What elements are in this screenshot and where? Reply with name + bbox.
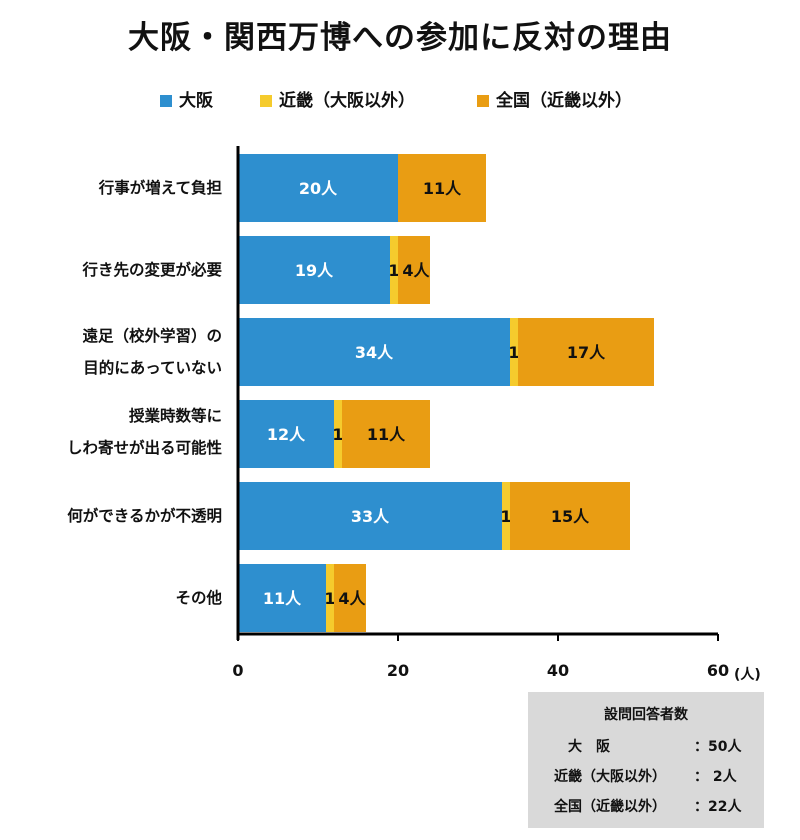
- respondents-row-value: ： 2人: [694, 769, 737, 785]
- data-label-osaka: 33人: [351, 507, 390, 526]
- x-tick-label: 60: [707, 661, 729, 680]
- bar-national: [398, 236, 430, 304]
- data-label-national: 4人: [338, 589, 366, 608]
- bar-osaka: [238, 564, 326, 632]
- data-label-national: 4人: [402, 261, 430, 280]
- legend-swatch-kinki: [260, 95, 272, 107]
- bar-osaka: [238, 482, 502, 550]
- category-label: その他: [175, 589, 222, 607]
- data-label-osaka: 12人: [267, 425, 306, 444]
- legend-swatch-osaka: [160, 95, 172, 107]
- bar-kinki: [502, 482, 510, 550]
- x-axis-unit: (人): [734, 666, 761, 683]
- bar-kinki: [390, 236, 398, 304]
- respondents-row-label: 近畿（大阪以外）: [554, 769, 666, 785]
- category-label: 何ができるかが不透明: [67, 507, 222, 525]
- bar-osaka: [238, 236, 390, 304]
- bar-kinki: [334, 400, 342, 468]
- respondents-box: 設問回答者数 大 阪 ：50人 近畿（大阪以外） ： 2人 全国（近畿以外） ：…: [528, 692, 764, 828]
- x-tick-label: 0: [232, 661, 243, 680]
- legend-label-national: 全国（近畿以外）: [496, 91, 632, 111]
- data-label-kinki: 1: [324, 589, 335, 608]
- respondents-row-label: 大 阪: [568, 739, 610, 755]
- data-label-national: 11人: [367, 425, 406, 444]
- category-label: 行き先の変更が必要: [82, 261, 222, 279]
- bar-osaka: [238, 400, 334, 468]
- bar-kinki: [510, 318, 518, 386]
- legend-label-osaka: 大阪: [179, 91, 213, 111]
- data-label-kinki: 1: [388, 261, 399, 280]
- data-label-national: 15人: [551, 507, 590, 526]
- bar-national: [518, 318, 654, 386]
- bar-national: [342, 400, 430, 468]
- legend-label-kinki: 近畿（大阪以外）: [279, 91, 415, 111]
- data-label-osaka: 11人: [263, 589, 302, 608]
- legend-item-national: 全国（近畿以外）: [477, 86, 632, 111]
- data-label-kinki: 1: [332, 425, 343, 444]
- respondents-row-label: 全国（近畿以外）: [554, 799, 666, 815]
- respondents-title: 設問回答者数: [604, 707, 688, 723]
- bar-kinki: [326, 564, 334, 632]
- data-label-osaka: 34人: [355, 343, 394, 362]
- chart-title: 大阪・関西万博への参加に反対の理由: [128, 20, 672, 56]
- category-label: 遠足（校外学習）の 目的にあっていない: [82, 327, 222, 377]
- legend-swatch-national: [477, 95, 489, 107]
- data-label-national: 17人: [567, 343, 606, 362]
- category-label: 授業時数等に しわ寄せが出る可能性: [66, 407, 222, 457]
- data-label-national: 11人: [423, 179, 462, 198]
- data-label-kinki: 1: [508, 343, 519, 362]
- data-label-osaka: 19人: [295, 261, 334, 280]
- x-tick-label: 40: [547, 661, 569, 680]
- bar-osaka: [238, 318, 510, 386]
- respondents-row-value: ：22人: [694, 799, 742, 815]
- bar-national: [398, 154, 486, 222]
- data-label-osaka: 20人: [299, 179, 338, 198]
- legend-item-kinki: 近畿（大阪以外）: [260, 86, 415, 111]
- bar-national: [510, 482, 630, 550]
- data-label-kinki: 1: [500, 507, 511, 526]
- respondents-row-value: ：50人: [694, 739, 742, 755]
- legend-item-osaka: 大阪: [160, 86, 213, 111]
- x-tick-label: 20: [387, 661, 409, 680]
- bar-national: [334, 564, 366, 632]
- category-label: 行事が増えて負担: [98, 179, 222, 197]
- bar-osaka: [238, 154, 398, 222]
